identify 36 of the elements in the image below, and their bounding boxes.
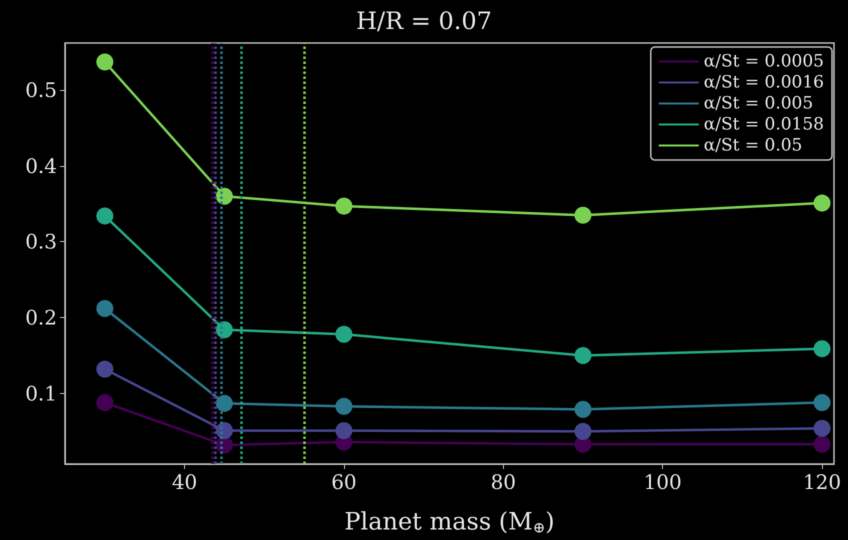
legend-label: α/St = 0.0016	[704, 72, 824, 92]
legend-label: α/St = 0.0158	[704, 114, 824, 134]
point	[216, 394, 233, 412]
point	[335, 422, 352, 440]
point	[335, 198, 352, 215]
y-tick-label: 0.2	[25, 306, 57, 330]
point	[814, 340, 831, 358]
point	[574, 206, 592, 224]
point	[814, 436, 831, 453]
point	[96, 53, 114, 70]
y-tick-label: 0.4	[25, 154, 57, 178]
legend-label: α/St = 0.05	[704, 136, 802, 156]
x-tick-label: 100	[644, 470, 682, 494]
point	[96, 207, 114, 224]
x-tick-label: 120	[802, 470, 842, 494]
point	[814, 194, 831, 212]
point	[335, 398, 352, 415]
legend-label: α/St = 0.005	[704, 94, 814, 114]
x-axis-title: Planet mass (M⊕)	[344, 508, 555, 536]
point	[814, 420, 831, 437]
x-tick-label: 40	[172, 470, 198, 494]
point	[574, 400, 592, 418]
point	[574, 347, 592, 364]
y-tick-label: 0.3	[25, 230, 57, 254]
x-tick-label: 80	[490, 470, 516, 494]
chart-title: H/R = 0.07	[356, 7, 492, 35]
y-tick-label: 0.1	[25, 381, 57, 406]
point	[814, 394, 831, 412]
point	[96, 360, 114, 378]
point	[96, 394, 114, 412]
point	[96, 300, 114, 317]
point	[574, 422, 592, 440]
point	[335, 326, 352, 343]
x-tick-label: 60	[331, 470, 357, 494]
legend-label: α/St = 0.0005	[704, 52, 824, 72]
y-tick-label: 0.5	[25, 78, 57, 102]
